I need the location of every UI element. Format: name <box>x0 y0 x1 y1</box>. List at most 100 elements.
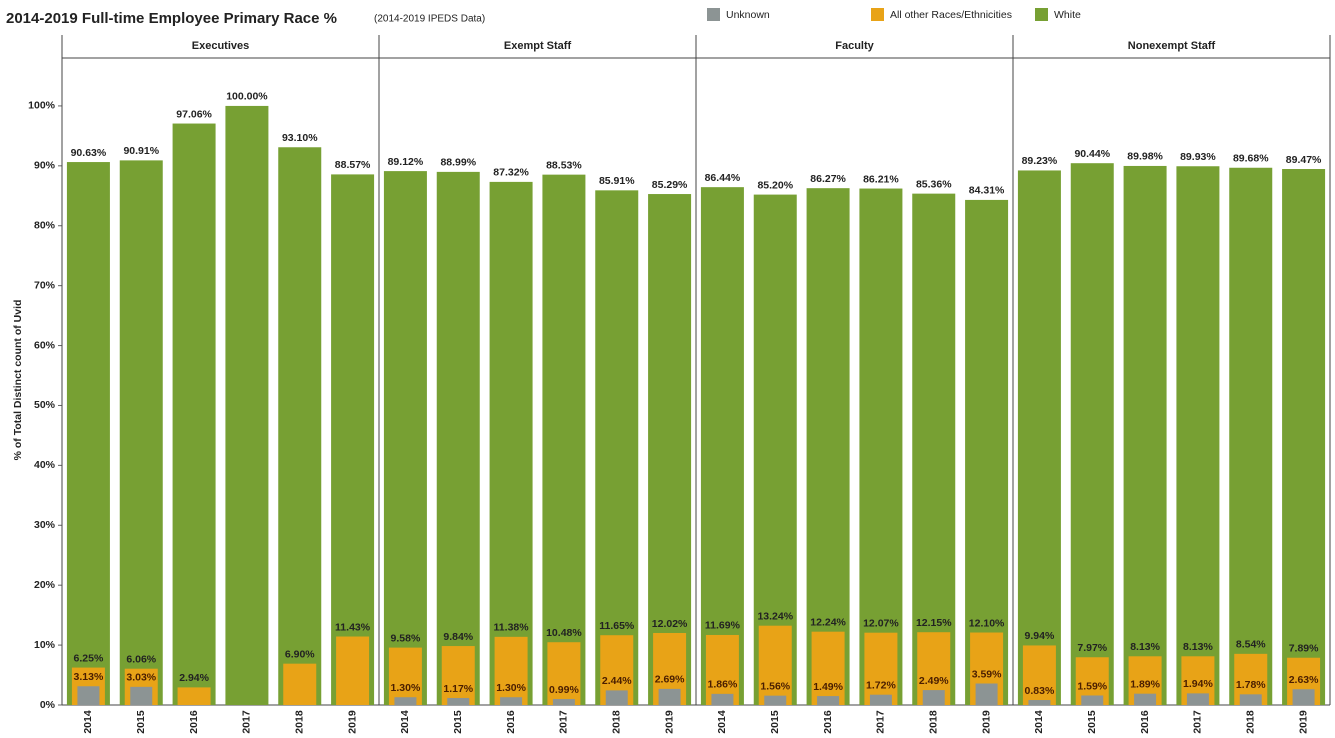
bar-other <box>811 631 845 705</box>
value-label: 86.44% <box>705 172 741 184</box>
bar-white <box>489 181 533 705</box>
bar-white <box>542 174 586 706</box>
bar-unknown <box>1134 693 1157 705</box>
bar-white <box>595 190 639 706</box>
bar-unknown <box>394 697 417 705</box>
value-label: 2.69% <box>655 674 685 686</box>
bar-other <box>1022 645 1056 705</box>
x-tick-label: 2015 <box>452 710 464 734</box>
x-tick-label: 2015 <box>769 710 781 734</box>
bar-other <box>283 663 317 705</box>
value-label: 11.69% <box>705 620 741 632</box>
value-label: 97.06% <box>176 108 212 120</box>
value-label: 2.49% <box>919 675 949 687</box>
x-tick-label: 2016 <box>188 710 200 734</box>
bar-white <box>278 147 322 706</box>
bar-unknown <box>447 697 470 705</box>
legend-label: All other Races/Ethnicities <box>890 9 1012 21</box>
x-tick-label: 2018 <box>928 710 940 734</box>
panel-title: Faculty <box>835 40 874 52</box>
x-tick-label: 2018 <box>611 710 623 734</box>
value-label: 12.02% <box>652 618 688 630</box>
value-label: 3.13% <box>74 671 104 683</box>
bar-other <box>177 687 211 705</box>
value-label: 88.53% <box>546 159 582 171</box>
value-label: 8.13% <box>1183 641 1213 653</box>
value-label: 86.21% <box>863 173 899 185</box>
y-tick-label: 10% <box>34 639 56 651</box>
bar-white <box>66 162 110 705</box>
x-tick-label: 2014 <box>399 710 411 734</box>
bar-white <box>753 194 797 706</box>
bar-other <box>758 625 792 705</box>
value-label: 100.00% <box>226 91 268 103</box>
x-tick-label: 2016 <box>1139 710 1151 734</box>
value-label: 0.99% <box>549 684 579 696</box>
value-label: 12.10% <box>969 617 1005 629</box>
value-label: 7.97% <box>1077 642 1107 654</box>
value-label: 84.31% <box>969 185 1005 197</box>
value-label: 1.72% <box>866 679 896 691</box>
y-tick-label: 90% <box>34 160 56 172</box>
value-label: 1.94% <box>1183 678 1213 690</box>
value-label: 1.49% <box>813 681 843 693</box>
bar-unknown <box>764 695 787 705</box>
value-label: 89.68% <box>1233 153 1269 165</box>
chart-title: 2014-2019 Full-time Employee Primary Rac… <box>6 10 337 27</box>
value-label: 88.57% <box>335 159 371 171</box>
panel-title: Nonexempt Staff <box>1128 40 1216 52</box>
bar-unknown <box>552 699 575 705</box>
legend-swatch <box>707 8 720 21</box>
y-axis-title: % of Total Distinct count of Uvid <box>12 300 24 461</box>
value-label: 12.24% <box>810 616 846 628</box>
bar-unknown <box>1292 689 1315 705</box>
y-tick-label: 70% <box>34 279 56 291</box>
bar-unknown <box>658 688 681 705</box>
value-label: 85.29% <box>652 179 688 191</box>
bar-other <box>388 647 422 705</box>
value-label: 85.20% <box>757 179 793 191</box>
value-label: 2.94% <box>179 672 209 684</box>
x-tick-label: 2014 <box>82 710 94 734</box>
value-label: 89.12% <box>388 156 424 168</box>
legend-swatch <box>1035 8 1048 21</box>
value-label: 1.17% <box>443 683 473 695</box>
x-tick-label: 2017 <box>875 710 887 734</box>
x-tick-label: 2017 <box>558 710 570 734</box>
bar-white <box>859 188 903 706</box>
bar-unknown <box>1081 695 1104 705</box>
bar-other <box>864 632 898 705</box>
bar-white <box>1123 165 1167 706</box>
y-tick-label: 0% <box>40 699 56 711</box>
value-label: 6.06% <box>126 653 156 665</box>
value-label: 85.91% <box>599 175 635 187</box>
y-tick-label: 50% <box>34 399 56 411</box>
x-tick-label: 2019 <box>980 710 992 734</box>
bar-unknown <box>77 686 100 705</box>
value-label: 1.89% <box>1130 678 1160 690</box>
bar-other <box>336 636 370 705</box>
bar-other <box>441 646 475 705</box>
x-tick-label: 2017 <box>1192 710 1204 734</box>
value-label: 1.56% <box>760 680 790 692</box>
x-tick-label: 2018 <box>294 710 306 734</box>
value-label: 0.83% <box>1025 685 1055 697</box>
bar-unknown <box>817 696 840 705</box>
panel-title: Executives <box>192 40 249 52</box>
value-label: 6.25% <box>74 652 104 664</box>
value-label: 89.47% <box>1286 154 1322 166</box>
bar-other <box>547 642 581 705</box>
x-tick-label: 2015 <box>1086 710 1098 734</box>
x-tick-label: 2014 <box>716 710 728 734</box>
bar-white <box>806 188 850 705</box>
value-label: 90.91% <box>123 145 159 157</box>
bar-white <box>700 187 744 705</box>
bar-white <box>912 193 956 705</box>
bar-unknown <box>1239 694 1262 705</box>
y-tick-label: 40% <box>34 459 56 471</box>
value-label: 12.15% <box>916 617 952 629</box>
bar-unknown <box>605 690 628 705</box>
value-label: 9.58% <box>391 632 421 644</box>
x-tick-label: 2015 <box>135 710 147 734</box>
